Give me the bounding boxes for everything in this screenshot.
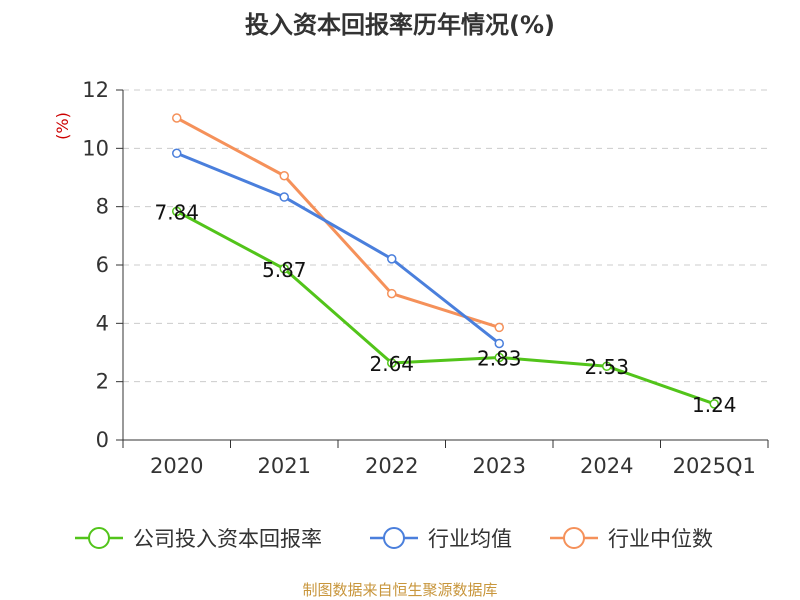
y-tick-label: 2 — [96, 370, 109, 394]
legend-circle-marker — [88, 527, 110, 549]
data-point[interactable] — [172, 113, 182, 123]
data-label: 2.53 — [584, 355, 629, 379]
series-公司投入资本回报率 — [172, 206, 719, 409]
legend-item[interactable]: 行业均值 — [370, 527, 512, 551]
x-tick-label: 2021 — [258, 454, 311, 478]
series-layer — [172, 113, 719, 409]
x-tick-label: 2020 — [150, 454, 203, 478]
data-label: 7.84 — [154, 200, 199, 224]
x-tick-label: 2022 — [365, 454, 418, 478]
series-line — [176, 151, 501, 345]
legend-item[interactable]: 公司投入资本回报率 — [75, 527, 322, 551]
y-tick-label: 12 — [82, 78, 109, 102]
series-line — [176, 116, 500, 329]
data-point[interactable] — [172, 148, 182, 159]
y-tick-label: 10 — [82, 136, 109, 160]
y-axis-label: (%) — [53, 112, 72, 140]
data-point[interactable] — [172, 206, 182, 217]
data-point[interactable] — [709, 399, 719, 409]
gridlines — [123, 89, 768, 383]
data-label: 2.64 — [369, 352, 414, 376]
data-point[interactable] — [602, 361, 612, 371]
data-point[interactable] — [387, 288, 397, 299]
chart-title: 投入资本回报率历年情况(%) — [245, 11, 555, 39]
legend-label: 公司投入资本回报率 — [133, 527, 322, 551]
legend-circle-marker — [563, 527, 585, 549]
series-行业中位数 — [172, 113, 504, 333]
data-point[interactable] — [494, 322, 504, 333]
legend-label: 行业中位数 — [608, 527, 713, 551]
x-tick-label: 2023 — [473, 454, 526, 478]
axes: 0 2 4 6 8 10 12 2020 2021 2022 2023 2024 2025Q1 — [82, 78, 769, 478]
data-point[interactable] — [494, 338, 504, 349]
data-point[interactable] — [387, 254, 397, 264]
data-labels: 7.84 5.87 2.64 2.83 2.53 1.24 — [154, 200, 736, 417]
legend-circle-marker — [383, 527, 405, 549]
data-label: 5.87 — [262, 258, 307, 282]
data-point[interactable] — [279, 171, 289, 181]
y-tick-label: 8 — [96, 195, 109, 219]
x-tick-label: 2024 — [580, 454, 633, 478]
data-point[interactable] — [494, 352, 504, 363]
y-tick-label: 0 — [96, 428, 109, 452]
y-tick-label: 4 — [96, 311, 109, 335]
legend-item[interactable]: 行业中位数 — [550, 527, 713, 551]
series-line — [176, 210, 715, 406]
source-note: 制图数据来自恒生聚源数据库 — [302, 581, 497, 599]
data-label: 2.83 — [477, 346, 522, 370]
data-point[interactable] — [387, 358, 397, 368]
series-行业均值 — [172, 148, 504, 349]
legend-label: 行业均值 — [428, 527, 512, 551]
y-tick-label: 6 — [96, 253, 109, 277]
legend[interactable]: 公司投入资本回报率 行业均值 行业中位数 — [75, 527, 713, 551]
data-label: 1.24 — [692, 393, 737, 417]
x-tick-label: 2025Q1 — [673, 454, 756, 478]
data-point[interactable] — [279, 264, 289, 274]
data-point[interactable] — [279, 192, 289, 202]
